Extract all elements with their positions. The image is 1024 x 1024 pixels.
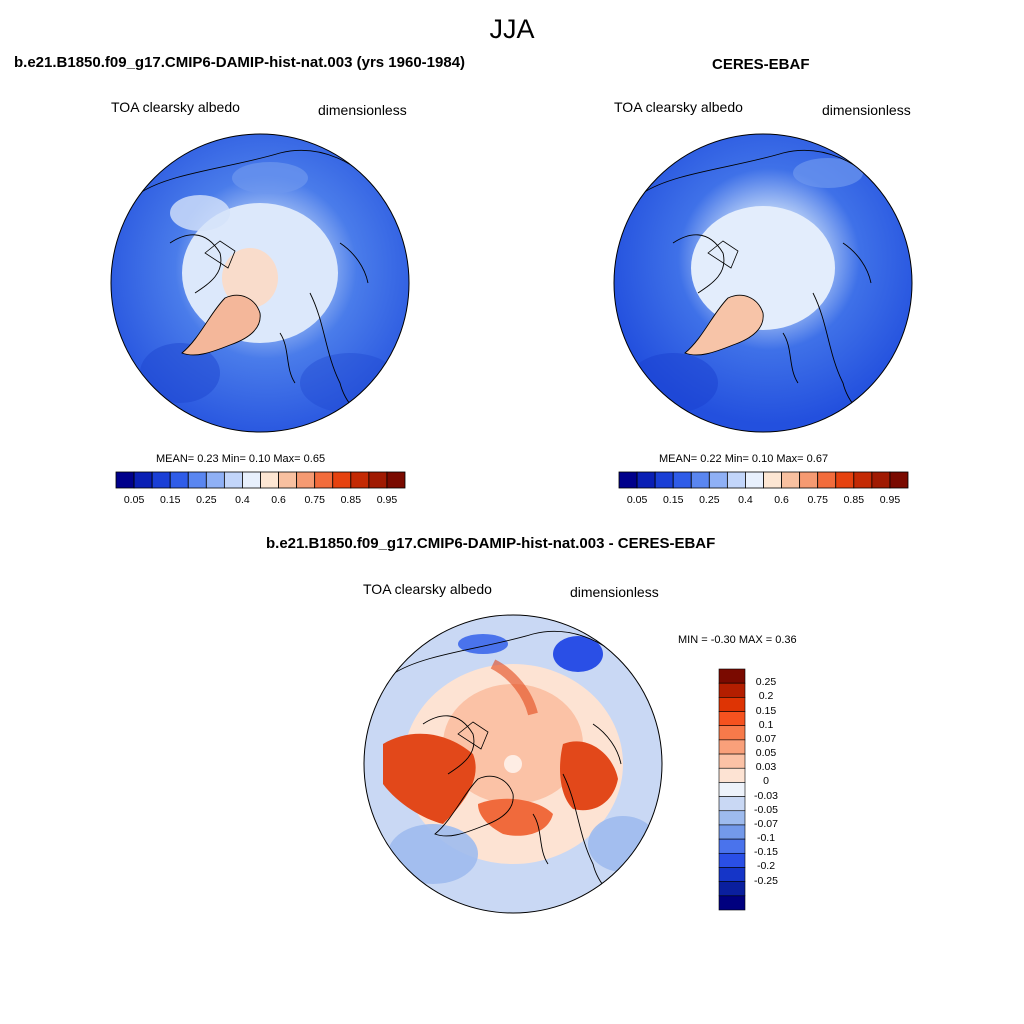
- colorbar-box: [718, 682, 746, 698]
- colorbar-tick-label: 0.25: [699, 494, 720, 506]
- colorbar-box: [386, 471, 406, 489]
- colorbar-box: [718, 711, 746, 727]
- colorbar-box: [718, 824, 746, 840]
- colorbar-box: [672, 471, 692, 489]
- colorbar-box: [718, 895, 746, 911]
- diff-units-label: dimensionless: [570, 584, 659, 600]
- colorbar-tick-label: 0.75: [807, 494, 828, 506]
- model-units-label: dimensionless: [318, 102, 407, 118]
- colorbar-box: [718, 796, 746, 812]
- diff-variable-label: TOA clearsky albedo: [363, 581, 492, 597]
- colorbar-box: [618, 471, 638, 489]
- colorbar-box: [242, 471, 261, 489]
- colorbar-box: [169, 471, 189, 489]
- colorbar-box: [654, 471, 674, 489]
- model-panel-title: b.e21.B1850.f09_g17.CMIP6-DAMIP-hist-nat…: [14, 54, 466, 71]
- colorbar-box: [718, 810, 746, 826]
- colorbar-box: [718, 852, 746, 868]
- colorbar-tick-label: -0.2: [756, 860, 776, 873]
- obs-panel-title: CERES-EBAF: [712, 56, 810, 73]
- colorbar-tick-label: 0.15: [755, 704, 777, 717]
- colorbar-tick-label: -0.1: [756, 832, 776, 845]
- model-stats: MEAN= 0.23 Min= 0.10 Max= 0.65: [156, 453, 326, 465]
- diff-panel-title: b.e21.B1850.f09_g17.CMIP6-DAMIP-hist-nat…: [266, 535, 716, 552]
- colorbar-box: [718, 881, 746, 897]
- colorbar-tick-label: 0.6: [774, 494, 789, 506]
- diff-polar-map: [363, 614, 663, 914]
- colorbar-box: [708, 471, 728, 489]
- colorbar-box: [718, 782, 746, 797]
- obs-stats: MEAN= 0.22 Min= 0.10 Max= 0.67: [659, 453, 829, 465]
- colorbar-box: [115, 471, 135, 489]
- colorbar-tick-label: -0.15: [754, 846, 778, 859]
- colorbar-box: [781, 471, 801, 489]
- colorbar-box: [350, 471, 370, 489]
- colorbar-box: [636, 471, 656, 489]
- model-variable-label: TOA clearsky albedo: [111, 99, 240, 115]
- colorbar-box: [718, 753, 746, 769]
- colorbar-box: [763, 471, 782, 489]
- colorbar-tick-label: 0: [763, 775, 769, 788]
- colorbar-box: [889, 471, 909, 489]
- colorbar-tick-label: 0.4: [235, 494, 250, 506]
- colorbar-box: [718, 725, 746, 741]
- colorbar-box: [187, 471, 207, 489]
- colorbar-tick-label: 0.25: [755, 676, 777, 689]
- colorbar-tick-label: 0.15: [662, 494, 684, 506]
- colorbar-box: [690, 471, 710, 489]
- colorbar-box: [718, 739, 746, 755]
- colorbar-box: [223, 471, 243, 489]
- colorbar-box: [799, 471, 819, 489]
- colorbar-tick-label: 0.95: [879, 494, 901, 506]
- colorbar-tick-label: 0.95: [376, 494, 398, 506]
- colorbar-tick-label: -0.25: [754, 874, 778, 887]
- colorbar-box: [368, 471, 388, 489]
- colorbar-tick-label: 0.15: [159, 494, 181, 506]
- colorbar-tick-label: 0.4: [738, 494, 753, 506]
- colorbar-tick-label: 0.85: [843, 494, 865, 506]
- colorbar-box: [835, 471, 855, 489]
- diff-stats: MIN = -0.30 MAX = 0.36: [678, 634, 797, 646]
- obs-units-label: dimensionless: [822, 102, 911, 118]
- colorbar-box: [718, 668, 746, 684]
- colorbar-box: [278, 471, 298, 489]
- colorbar-box: [296, 471, 316, 489]
- colorbar-tick-label: 0.05: [123, 494, 145, 506]
- colorbar-box: [205, 471, 225, 489]
- model-colorbar: [115, 471, 406, 489]
- colorbar-tick-label: -0.03: [754, 789, 778, 802]
- colorbar-tick-label: 0.85: [340, 494, 362, 506]
- colorbar-box: [314, 471, 334, 489]
- colorbar-tick-label: 0.2: [758, 690, 774, 703]
- colorbar-tick-label: 0.6: [271, 494, 286, 506]
- obs-polar-map: [613, 133, 913, 433]
- colorbar-box: [871, 471, 891, 489]
- colorbar-tick-label: 0.25: [196, 494, 217, 506]
- obs-colorbar: [618, 471, 909, 489]
- colorbar-box: [817, 471, 837, 489]
- colorbar-box: [853, 471, 873, 489]
- colorbar-tick-label: 0.05: [626, 494, 648, 506]
- colorbar-box: [718, 767, 746, 783]
- colorbar-box: [151, 471, 171, 489]
- colorbar-tick-label: 0.05: [755, 747, 777, 760]
- colorbar-tick-label: 0.75: [304, 494, 325, 506]
- diff-colorbar: [718, 668, 746, 911]
- colorbar-box: [260, 471, 279, 489]
- colorbar-tick-label: -0.07: [754, 817, 778, 830]
- colorbar-tick-label: 0.07: [755, 732, 777, 745]
- colorbar-box: [726, 471, 746, 489]
- model-polar-map: [110, 133, 410, 433]
- obs-variable-label: TOA clearsky albedo: [614, 99, 743, 115]
- colorbar-tick-label: 0.1: [758, 718, 774, 731]
- colorbar-box: [332, 471, 352, 489]
- colorbar-tick-label: -0.05: [754, 803, 778, 816]
- colorbar-box: [718, 867, 746, 882]
- colorbar-tick-label: 0.03: [755, 761, 777, 774]
- colorbar-box: [718, 697, 746, 712]
- colorbar-box: [745, 471, 764, 489]
- colorbar-box: [718, 838, 746, 854]
- figure-title: JJA: [489, 14, 535, 44]
- colorbar-box: [133, 471, 153, 489]
